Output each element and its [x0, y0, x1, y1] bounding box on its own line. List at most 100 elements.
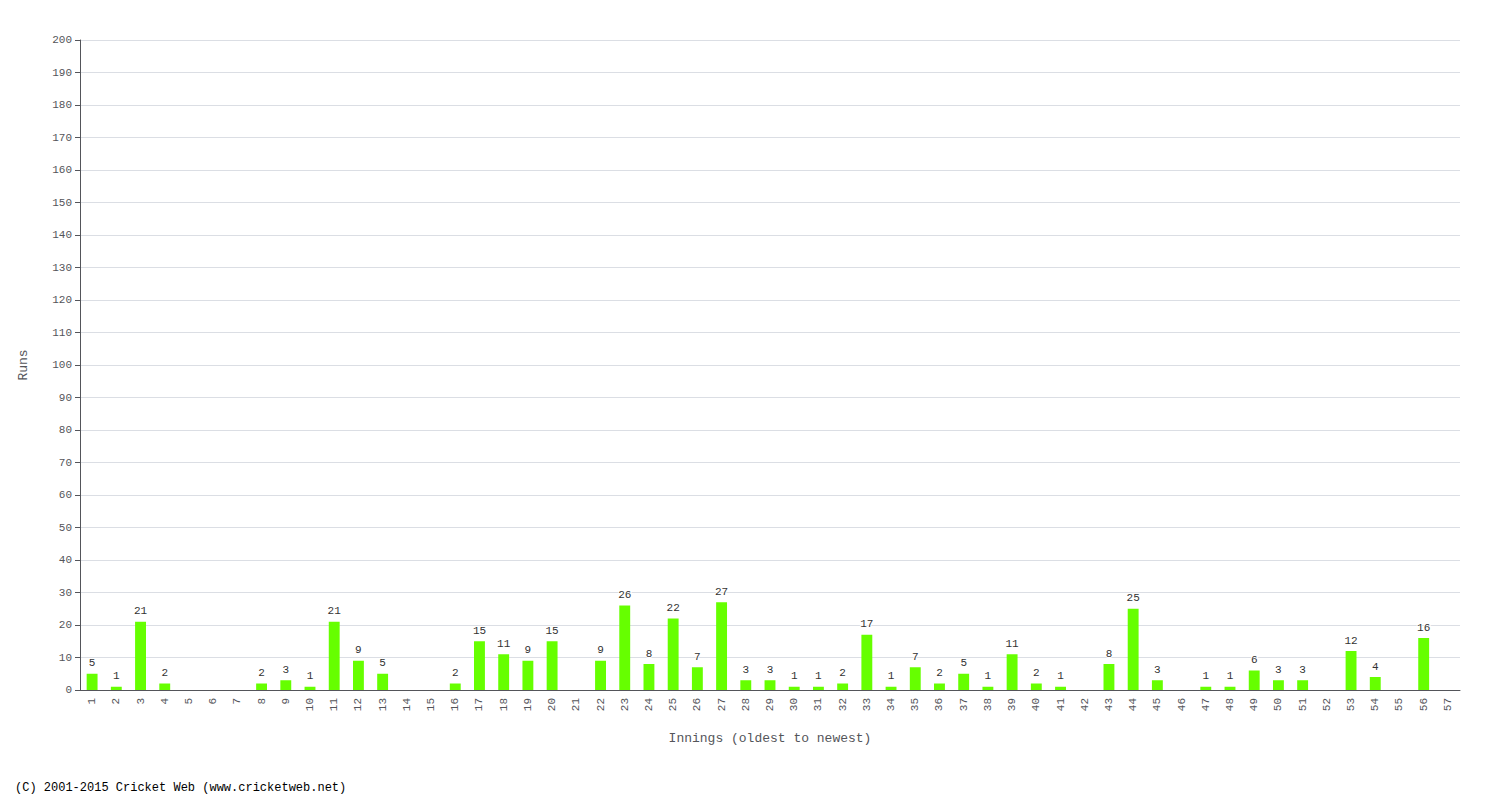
svg-text:Runs: Runs: [16, 349, 31, 380]
svg-text:7: 7: [912, 651, 919, 663]
svg-text:0: 0: [65, 684, 72, 696]
svg-text:70: 70: [59, 457, 72, 469]
svg-text:41: 41: [1055, 698, 1067, 712]
svg-text:15: 15: [546, 625, 559, 637]
svg-text:22: 22: [667, 602, 680, 614]
svg-text:33: 33: [861, 698, 873, 711]
svg-text:49: 49: [1248, 698, 1260, 711]
svg-text:150: 150: [52, 197, 72, 209]
svg-text:40: 40: [1030, 698, 1042, 711]
svg-text:35: 35: [909, 698, 921, 711]
svg-text:4: 4: [1372, 661, 1379, 673]
svg-text:52: 52: [1321, 698, 1333, 711]
svg-text:43: 43: [1103, 698, 1115, 711]
svg-text:5: 5: [379, 657, 386, 669]
svg-text:1: 1: [888, 670, 895, 682]
svg-text:3: 3: [135, 698, 147, 705]
svg-text:22: 22: [595, 698, 607, 711]
svg-text:10: 10: [59, 652, 72, 664]
svg-text:13: 13: [377, 698, 389, 711]
svg-text:21: 21: [134, 605, 148, 617]
svg-text:56: 56: [1418, 698, 1430, 711]
svg-text:39: 39: [1006, 698, 1018, 711]
svg-text:55: 55: [1393, 698, 1405, 711]
svg-text:32: 32: [837, 698, 849, 711]
svg-text:19: 19: [522, 698, 534, 711]
svg-text:Innings (oldest to newest): Innings (oldest to newest): [669, 731, 872, 746]
svg-text:3: 3: [742, 664, 749, 676]
svg-text:130: 130: [52, 262, 72, 274]
svg-text:200: 200: [52, 34, 72, 46]
svg-text:2: 2: [839, 667, 846, 679]
svg-text:5: 5: [183, 698, 195, 705]
svg-text:1: 1: [86, 698, 98, 705]
svg-text:3: 3: [767, 664, 774, 676]
svg-text:12: 12: [1344, 635, 1357, 647]
svg-text:1: 1: [815, 670, 822, 682]
svg-text:34: 34: [885, 698, 897, 712]
svg-text:28: 28: [740, 698, 752, 711]
svg-text:2: 2: [258, 667, 265, 679]
svg-text:27: 27: [715, 586, 728, 598]
svg-text:15: 15: [425, 698, 437, 711]
svg-text:17: 17: [473, 698, 485, 711]
svg-text:6: 6: [207, 698, 219, 705]
svg-text:50: 50: [59, 522, 72, 534]
svg-text:160: 160: [52, 164, 72, 176]
svg-text:3: 3: [282, 664, 289, 676]
svg-text:170: 170: [52, 132, 72, 144]
svg-text:2: 2: [452, 667, 459, 679]
svg-text:3: 3: [1275, 664, 1282, 676]
svg-text:36: 36: [933, 698, 945, 711]
svg-text:190: 190: [52, 67, 72, 79]
svg-text:16: 16: [449, 698, 461, 711]
svg-text:1: 1: [1227, 670, 1234, 682]
svg-text:26: 26: [618, 589, 631, 601]
svg-text:11: 11: [1006, 638, 1020, 650]
svg-text:23: 23: [619, 698, 631, 711]
svg-text:9: 9: [280, 698, 292, 705]
svg-text:21: 21: [328, 605, 342, 617]
svg-text:6: 6: [1251, 654, 1258, 666]
svg-text:30: 30: [59, 587, 72, 599]
svg-text:40: 40: [59, 554, 72, 566]
svg-text:54: 54: [1369, 698, 1381, 712]
svg-text:1: 1: [113, 670, 120, 682]
svg-text:180: 180: [52, 99, 72, 111]
svg-text:11: 11: [497, 638, 511, 650]
svg-text:4: 4: [159, 698, 171, 705]
svg-text:46: 46: [1176, 698, 1188, 711]
svg-text:7: 7: [694, 651, 701, 663]
svg-text:24: 24: [643, 698, 655, 712]
svg-text:100: 100: [52, 359, 72, 371]
svg-text:5: 5: [960, 657, 967, 669]
svg-text:60: 60: [59, 489, 72, 501]
svg-text:8: 8: [1106, 648, 1113, 660]
svg-text:20: 20: [546, 698, 558, 711]
svg-text:(C) 2001-2015 Cricket Web (www: (C) 2001-2015 Cricket Web (www.cricketwe…: [15, 781, 346, 795]
svg-text:53: 53: [1345, 698, 1357, 711]
svg-text:8: 8: [256, 698, 268, 705]
svg-text:18: 18: [498, 698, 510, 711]
svg-text:38: 38: [982, 698, 994, 711]
svg-text:5: 5: [89, 657, 96, 669]
svg-text:57: 57: [1442, 698, 1454, 711]
svg-text:45: 45: [1151, 698, 1163, 711]
svg-text:2: 2: [936, 667, 943, 679]
svg-text:140: 140: [52, 229, 72, 241]
svg-text:2: 2: [161, 667, 168, 679]
svg-text:26: 26: [691, 698, 703, 711]
svg-text:1: 1: [1057, 670, 1064, 682]
svg-text:25: 25: [1127, 592, 1140, 604]
svg-text:44: 44: [1127, 698, 1139, 712]
svg-text:11: 11: [328, 698, 340, 712]
svg-text:20: 20: [59, 619, 72, 631]
svg-text:21: 21: [570, 698, 582, 712]
svg-text:31: 31: [812, 698, 824, 712]
svg-text:10: 10: [304, 698, 316, 711]
svg-text:3: 3: [1299, 664, 1306, 676]
svg-text:1: 1: [791, 670, 798, 682]
svg-text:29: 29: [764, 698, 776, 711]
svg-text:25: 25: [667, 698, 679, 711]
svg-text:51: 51: [1297, 698, 1309, 712]
